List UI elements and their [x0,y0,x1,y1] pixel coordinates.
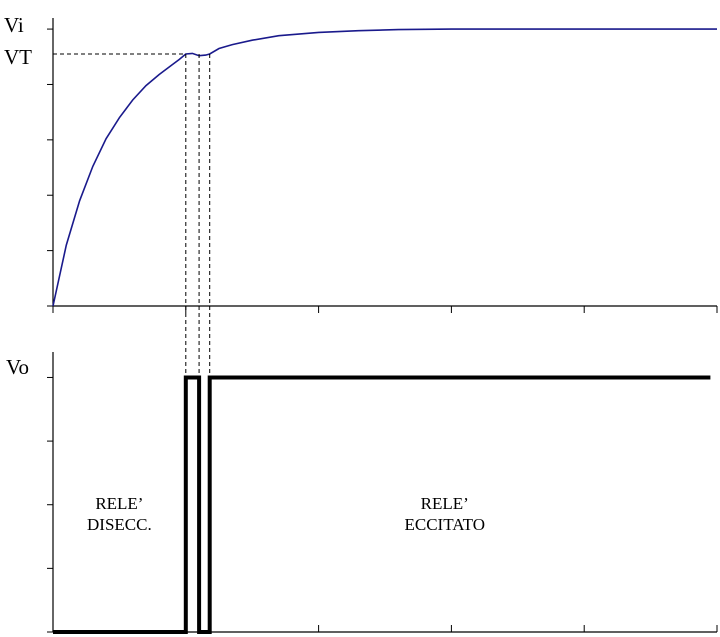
relay-state-label: RELE’ ECCITATO [405,494,486,534]
relay-state-label-line: DISECC. [87,515,152,534]
relay-state-label-line: RELE’ [421,494,469,513]
relay-state-label-line: ECCITATO [405,515,486,534]
threshold-guides [185,54,211,378]
input-voltage-chart: Vi VT [4,13,718,313]
y-axis-label: Vo [6,355,29,379]
input-voltage-curve [52,28,717,307]
relay-state-label: RELE’ DISECC. [87,494,152,534]
y-axis-label: Vi [4,13,24,37]
threshold-label: VT [4,45,32,69]
output-voltage-trace [53,375,711,634]
output-voltage-chart: Vo RELE’ DISECC. RELE’ ECCITATO [6,352,718,634]
relay-state-label-line: RELE’ [95,494,143,513]
